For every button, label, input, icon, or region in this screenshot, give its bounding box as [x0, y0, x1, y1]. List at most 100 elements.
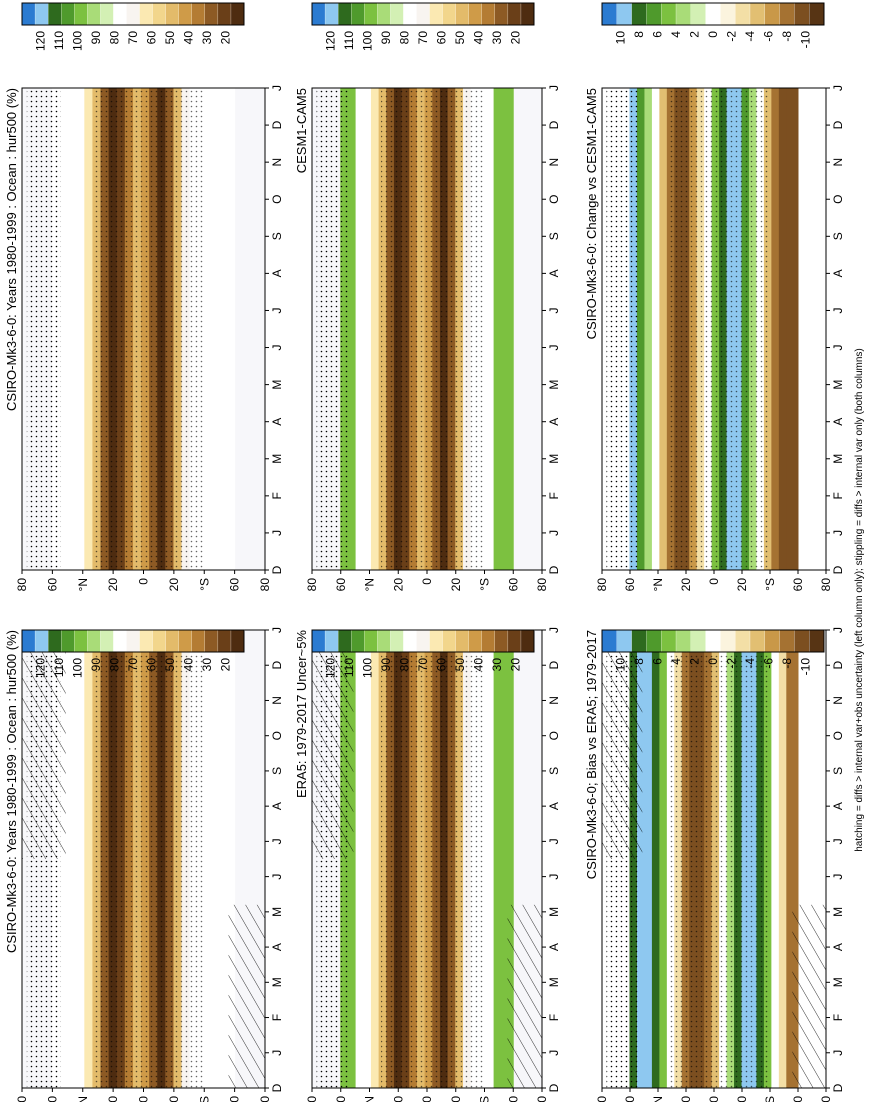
colorbar-swatch: [705, 629, 722, 653]
colorbar-swatch: [74, 2, 88, 26]
colorbar-label: 30: [490, 31, 504, 45]
colorbar-label: -8: [780, 658, 794, 669]
colorbar-swatch: [720, 2, 736, 26]
colorbar-swatch: [764, 629, 781, 653]
colorbar-label: 110: [52, 658, 66, 677]
y-tick-label: 60: [791, 1096, 805, 1102]
x-tick-label: J: [547, 874, 561, 880]
x-tick-label: J: [547, 1050, 561, 1056]
colorbar-swatch: [494, 2, 509, 26]
panels: CSIRO-Mk3-6-0: Years 1980-1999 : Ocean :…: [4, 2, 845, 1102]
colorbar-swatch: [690, 2, 707, 26]
colorbar-label: 4: [669, 31, 683, 38]
colorbar-swatch: [165, 629, 180, 653]
x-tick-label: J: [831, 85, 845, 91]
colorbar-label: 20: [509, 31, 523, 45]
colorbar-swatch: [403, 629, 418, 653]
y-tick-label: 20: [679, 578, 693, 592]
stippling: [26, 88, 61, 570]
y-tick-label: 60: [228, 1096, 242, 1102]
colorbar-label: 0: [706, 658, 720, 665]
y-tick-label: 80: [595, 1096, 609, 1102]
colorbar-swatch: [481, 629, 496, 653]
y-tick-label: 80: [258, 578, 272, 592]
x-tick-label: F: [831, 492, 845, 499]
colorbar-label: 6: [651, 31, 665, 38]
x-tick-label: F: [547, 492, 561, 499]
x-tick-label: O: [270, 731, 284, 740]
colorbar-label: 100: [71, 658, 85, 678]
colorbar-swatch: [779, 2, 796, 26]
colorbar-swatch: [377, 2, 392, 26]
x-tick-label: A: [270, 269, 284, 277]
colorbar-swatch: [390, 629, 405, 653]
y-tick-label: 80: [15, 1096, 29, 1102]
x-tick-label: A: [270, 418, 284, 426]
y-tick-label: 60: [334, 1096, 348, 1102]
colorbar-swatch: [690, 629, 707, 653]
colorbar-label: 2: [688, 31, 702, 38]
x-tick-label: S: [547, 767, 561, 775]
colorbar-label: 80: [398, 658, 412, 672]
colorbar-swatch: [809, 2, 825, 26]
y-tick-label: °N: [76, 578, 90, 591]
colorbar-swatch: [87, 2, 102, 26]
y-tick-label: 20: [449, 578, 463, 592]
x-tick-label: J: [270, 530, 284, 536]
colorbar-swatch: [601, 2, 618, 26]
colorbar-swatch: [21, 2, 36, 26]
x-tick-label: J: [831, 530, 845, 536]
x-tick-label: D: [831, 565, 845, 574]
x-tick-label: N: [831, 696, 845, 705]
chart-panel: CESM1-CAM5 D J F M A M J J A S O N D J 80 60 °N 20 0 20 °S 60 8…: [294, 2, 561, 592]
x-tick-label: J: [547, 838, 561, 844]
y-tick-label: 60: [334, 578, 348, 592]
y-tick-label: °S: [197, 1096, 211, 1102]
x-tick-label: J: [831, 627, 845, 633]
colorbar-swatch: [324, 2, 339, 26]
x-tick-label: N: [547, 158, 561, 167]
colorbar-swatch: [749, 2, 766, 26]
chart-panel: CSIRO-Mk3-6-0: Years 1980-1999 : Ocean :…: [4, 2, 284, 592]
x-tick-label: A: [831, 943, 845, 951]
colorbar-frame: [311, 2, 535, 26]
y-tick-label: 80: [305, 1096, 319, 1102]
x-tick-label: J: [831, 838, 845, 844]
colorbar-label: 70: [126, 658, 140, 672]
colorbar-swatch: [377, 629, 392, 653]
x-tick-label: D: [270, 661, 284, 670]
y-tick-label: 60: [228, 578, 242, 592]
colorbar-label: -10: [799, 658, 813, 676]
colorbar-swatch: [646, 629, 662, 653]
x-tick-label: F: [831, 1014, 845, 1021]
colorbar-swatch: [794, 629, 810, 653]
y-tick-label: 80: [819, 578, 833, 592]
x-tick-label: M: [547, 977, 561, 987]
colorbar-label: 70: [416, 658, 430, 672]
colorbar-swatch: [100, 629, 115, 653]
figure-footnote: hatching = diffs > internal var+obs unce…: [854, 348, 865, 852]
colorbar-label: -6: [762, 31, 776, 42]
stippling: [381, 88, 485, 570]
colorbar-label: 100: [361, 31, 375, 51]
x-tick-label: S: [547, 232, 561, 240]
colorbar-swatch: [139, 629, 154, 653]
colorbar-swatch: [705, 2, 722, 26]
colorbar-swatch: [764, 2, 781, 26]
contour-band: [222, 88, 236, 570]
colorbar-swatch: [74, 629, 88, 653]
colorbar-label: 90: [89, 31, 103, 45]
colorbar-swatch: [442, 629, 457, 653]
colorbar-swatch: [191, 2, 206, 26]
y-tick-label: 80: [535, 1096, 549, 1102]
colorbar-swatch: [364, 629, 378, 653]
x-tick-label: M: [547, 380, 561, 390]
hatching: [22, 630, 66, 859]
colorbar-swatch: [390, 2, 405, 26]
colorbar-swatch: [47, 629, 62, 653]
x-tick-label: M: [270, 907, 284, 917]
colorbar-swatch: [520, 2, 535, 26]
colorbar-label: 80: [108, 31, 122, 45]
y-tick-label: 0: [707, 1096, 721, 1102]
colorbar-label: 100: [71, 31, 85, 51]
